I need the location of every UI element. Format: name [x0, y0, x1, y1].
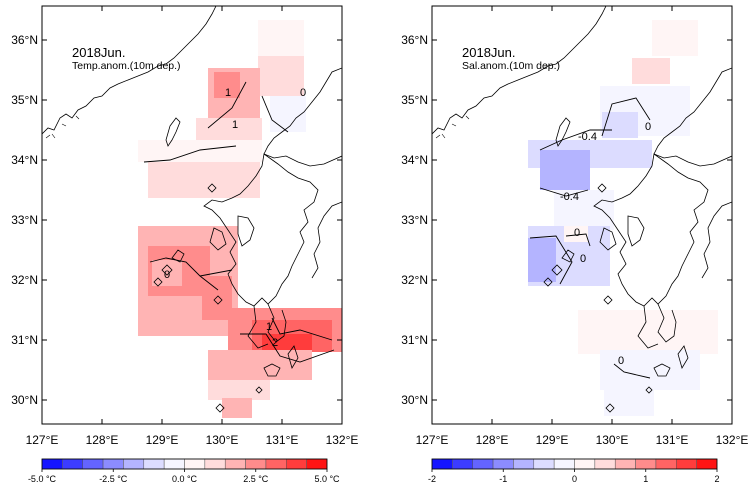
temp-contour-label: 0 [164, 269, 170, 281]
colorbar-swatch [163, 458, 185, 470]
sal-contour-label: 0 [618, 355, 624, 367]
colorbar-swatch [204, 458, 226, 470]
lon-label: 132°E [716, 433, 749, 447]
lon-label: 129°E [536, 433, 569, 447]
lon-label: 128°E [476, 433, 509, 447]
sal-contour-label: -0.4 [578, 131, 597, 143]
sal-colorbar: -2 -1 0 1 2 [428, 458, 720, 484]
temp-contours [143, 81, 335, 363]
lat-label: 32°N [401, 273, 428, 287]
sal-anomaly-field [528, 20, 718, 416]
colorbar-label: -2 [428, 474, 436, 484]
colorbar-swatch [614, 458, 636, 470]
colorbar-label: 0 [572, 474, 577, 484]
temp-axis-ticks: 127°E 128°E 129°E 130°E 131°E 132°E 36°N 35°N 34… [11, 6, 358, 447]
lat-label: 36°N [11, 33, 38, 47]
lat-label: 30°N [401, 393, 428, 407]
colorbar-swatch [184, 458, 206, 470]
colorbar-swatch [286, 458, 307, 470]
lat-label: 35°N [11, 93, 38, 107]
colorbar-swatch [265, 458, 287, 470]
temp-contour-label: 1 [266, 321, 272, 333]
lon-label: 132°E [326, 433, 359, 447]
colorbar-label: -5.0 °C [28, 474, 57, 484]
colorbar-label: 2 [714, 474, 719, 484]
lat-label: 31°N [11, 333, 38, 347]
sal-map-frame [431, 5, 733, 425]
colorbar-swatch [635, 458, 657, 470]
lat-label: 32°N [11, 273, 38, 287]
lon-label: 131°E [266, 433, 299, 447]
colorbar-swatch [41, 458, 63, 470]
colorbar-label: 2.5 °C [243, 474, 269, 484]
sal-contour-label: -0.4 [560, 191, 579, 203]
colorbar-swatch [224, 458, 246, 470]
colorbar-swatch [431, 458, 453, 470]
colorbar-label: -2.5 °C [99, 474, 128, 484]
lat-label: 33°N [11, 213, 38, 227]
colorbar-swatch [574, 458, 596, 470]
temp-contour-label: 0 [300, 87, 306, 99]
temp-contour-label: 1 [225, 87, 231, 99]
sal-contours [529, 97, 651, 379]
lon-label: 131°E [656, 433, 689, 447]
lon-label: 127°E [26, 433, 59, 447]
colorbar-swatch [452, 458, 473, 470]
lat-label: 33°N [401, 213, 428, 227]
colorbar-label: 5.0 °C [314, 474, 340, 484]
colorbar-swatch [655, 458, 677, 470]
temp-contour-labels: 0 1 1 0 1 2 [164, 87, 306, 349]
sal-contour-label: 0 [580, 253, 586, 265]
lat-label: 36°N [401, 33, 428, 47]
colorbar-swatch [62, 458, 83, 470]
lon-label: 128°E [86, 433, 119, 447]
colorbar-swatch [513, 458, 535, 470]
temp-map: 0 1 1 0 1 2 [42, 6, 342, 424]
colorbar-swatch [472, 458, 494, 470]
colorbar-swatch [102, 458, 124, 470]
sal-axis-ticks: 127°E 128°E 129°E 130°E 131°E 132°E 36°N 35°N 34… [401, 6, 748, 447]
temp-map-subtitle: Temp.anom.(10m dep.) [72, 60, 181, 72]
colorbar-label: 1 [643, 474, 648, 484]
colorbar-swatch [594, 458, 616, 470]
colorbar-swatch [245, 458, 267, 470]
lon-label: 129°E [146, 433, 179, 447]
temp-contour-label: 2 [272, 337, 278, 349]
colorbar-swatch [143, 458, 165, 470]
lon-label: 130°E [206, 433, 239, 447]
lat-label: 30°N [11, 393, 38, 407]
sal-contour-labels: 0 -0.4 -0.4 0 0 0 [560, 121, 651, 367]
temp-colorbar: -5.0 °C -2.5 °C 0.0 °C 2.5 °C 5.0 °C [28, 458, 340, 484]
temp-map-title: 2018Jun. [72, 45, 126, 60]
colorbar-swatch [492, 458, 514, 470]
colorbar-label: -1 [499, 474, 507, 484]
temp-contour-label: 1 [232, 119, 238, 131]
sal-map: 0 -0.4 -0.4 0 0 0 [432, 6, 732, 424]
colorbar-swatch [533, 458, 555, 470]
lat-label: 35°N [401, 93, 428, 107]
sal-contour-label: 0 [645, 121, 651, 133]
lat-label: 31°N [401, 333, 428, 347]
colorbar-swatch [82, 458, 104, 470]
lat-label: 34°N [11, 153, 38, 167]
temp-map-frame [41, 5, 343, 425]
colorbar-swatch [553, 458, 575, 470]
lon-label: 127°E [416, 433, 449, 447]
colorbar-swatch [676, 458, 697, 470]
sal-map-subtitle: Sal.anom.(10m dep.) [462, 60, 560, 72]
sal-map-title: 2018Jun. [462, 45, 516, 60]
colorbar-swatch [696, 458, 718, 470]
sal-contour-label: 0 [574, 227, 580, 239]
colorbar-swatch [306, 458, 328, 470]
lat-label: 34°N [401, 153, 428, 167]
colorbar-label: 0.0 °C [172, 474, 198, 484]
lon-label: 130°E [596, 433, 629, 447]
colorbar-swatch [123, 458, 145, 470]
